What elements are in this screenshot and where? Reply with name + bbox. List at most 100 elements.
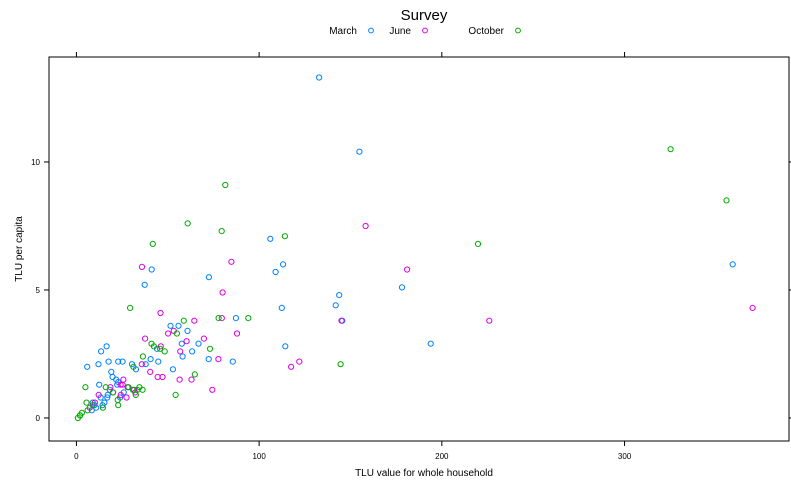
point-june-3 xyxy=(404,266,411,273)
point-march-21 xyxy=(195,340,202,347)
series-october xyxy=(74,146,730,422)
point-march-23 xyxy=(189,348,196,355)
point-june-21 xyxy=(159,373,166,381)
point-october-12 xyxy=(173,330,180,337)
point-march-28 xyxy=(95,361,102,368)
point-june-24 xyxy=(147,368,154,375)
legend-label-march: March xyxy=(329,26,357,37)
point-march-34 xyxy=(142,361,149,368)
point-march-6 xyxy=(148,266,155,273)
point-october-9 xyxy=(245,315,252,322)
point-june-13 xyxy=(183,338,190,345)
point-march-3 xyxy=(267,235,274,242)
point-june-5 xyxy=(749,304,756,311)
point-march-17 xyxy=(184,327,191,334)
point-march-1 xyxy=(356,148,363,155)
point-march-11 xyxy=(332,302,339,309)
point-june-9 xyxy=(486,317,493,324)
point-june-37 xyxy=(288,363,295,370)
point-march-16 xyxy=(167,322,174,329)
point-june-7 xyxy=(218,315,225,322)
point-june-27 xyxy=(117,381,124,388)
legend: Survey March June October xyxy=(329,7,521,37)
point-october-25 xyxy=(132,391,139,398)
point-march-26 xyxy=(98,348,105,355)
series-june xyxy=(86,222,756,411)
point-october-5 xyxy=(281,233,288,240)
point-june-33 xyxy=(117,391,124,398)
point-march-15 xyxy=(175,322,182,329)
point-june-8 xyxy=(191,317,198,324)
y-tick-label-1: 5 xyxy=(36,286,41,295)
point-october-30 xyxy=(84,407,91,414)
point-october-1 xyxy=(222,181,229,189)
point-october-8 xyxy=(127,304,134,311)
point-june-11 xyxy=(165,330,172,337)
point-june-4 xyxy=(219,289,226,296)
point-march-36 xyxy=(147,356,154,363)
point-march-2 xyxy=(729,261,736,268)
point-october-41 xyxy=(83,399,90,406)
point-october-35 xyxy=(337,361,344,368)
point-october-36 xyxy=(172,391,179,398)
point-june-34 xyxy=(123,394,130,401)
point-march-19 xyxy=(282,343,289,350)
point-june-18 xyxy=(157,343,164,350)
point-october-7 xyxy=(474,240,482,247)
point-october-11 xyxy=(180,317,187,324)
point-june-36 xyxy=(296,358,303,365)
legend-symbol-october xyxy=(515,27,521,34)
point-march-10 xyxy=(336,292,343,299)
point-october-38 xyxy=(130,363,137,370)
point-october-40 xyxy=(99,404,107,411)
point-october-34 xyxy=(77,412,84,419)
series-march xyxy=(84,74,736,414)
x-axis: 0 100 200 300 xyxy=(74,52,632,461)
point-march-47 xyxy=(104,391,111,398)
point-october-39 xyxy=(161,348,168,355)
point-march-25 xyxy=(103,343,110,350)
legend-symbol-march xyxy=(368,27,374,34)
point-march-22 xyxy=(178,340,185,347)
point-june-15 xyxy=(233,330,241,337)
point-june-31 xyxy=(119,381,126,388)
point-october-28 xyxy=(115,402,122,409)
point-june-30 xyxy=(107,384,114,391)
point-october-22 xyxy=(82,384,89,391)
legend-label-june: June xyxy=(389,26,411,37)
point-march-38 xyxy=(169,366,176,373)
point-october-20 xyxy=(125,384,132,391)
point-june-6 xyxy=(157,309,164,317)
point-march-29 xyxy=(84,363,91,370)
point-march-7 xyxy=(205,274,212,281)
x-tick-label-2: 200 xyxy=(435,452,449,461)
y-tick-label-2: 10 xyxy=(31,158,40,167)
point-october-21 xyxy=(129,386,136,393)
point-october-29 xyxy=(89,402,96,409)
legend-entries: March June October xyxy=(329,26,521,37)
point-march-4 xyxy=(280,261,287,268)
legend-symbol-june xyxy=(422,27,428,34)
point-march-45 xyxy=(96,381,103,388)
plot-frame xyxy=(48,56,790,442)
point-march-39 xyxy=(205,356,212,363)
point-march-12 xyxy=(278,304,285,311)
point-march-27 xyxy=(105,358,112,365)
point-october-14 xyxy=(150,343,157,350)
point-october-0 xyxy=(667,146,674,153)
point-march-8 xyxy=(141,281,148,288)
point-march-24 xyxy=(179,353,186,360)
point-march-54 xyxy=(104,394,111,401)
point-october-24 xyxy=(110,389,117,396)
point-march-14 xyxy=(232,315,239,322)
x-tick-label-3: 300 xyxy=(618,452,632,461)
point-march-18 xyxy=(229,358,236,365)
point-march-37 xyxy=(155,358,162,365)
point-june-1 xyxy=(228,258,235,265)
point-october-37 xyxy=(191,371,198,378)
point-march-57 xyxy=(91,402,98,409)
point-june-38 xyxy=(188,376,195,383)
point-october-23 xyxy=(102,384,109,391)
x-tick-label-1: 100 xyxy=(252,452,266,461)
